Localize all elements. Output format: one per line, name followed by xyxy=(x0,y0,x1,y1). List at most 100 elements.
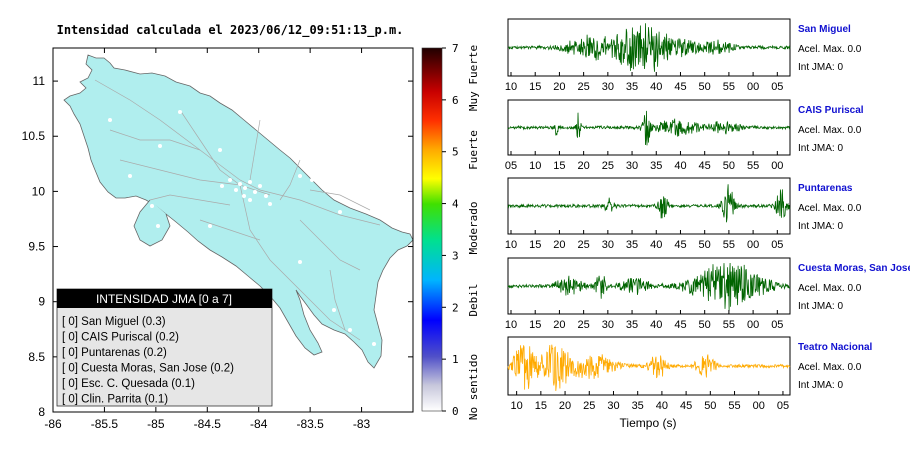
waveform-tick-label: 05 xyxy=(771,239,783,251)
legend-entry: [ 0] CAIS Puriscal (0.2) xyxy=(62,332,179,344)
colorbar-label-muy-fuerte: Muy Fuerte xyxy=(467,45,480,111)
waveform-tick-label: 00 xyxy=(771,160,783,172)
colorbar-tick-label: 3 xyxy=(452,249,459,262)
waveform-tick-label: 10 xyxy=(505,239,517,251)
waveform-tick-label: 20 xyxy=(559,400,571,412)
waveform-tick-label: 55 xyxy=(723,239,735,251)
colorbar-tick-label: 5 xyxy=(452,146,459,159)
y-tick-label: 9 xyxy=(38,295,45,309)
waveform-tick-label: 20 xyxy=(553,319,565,331)
road-network xyxy=(94,79,381,341)
waveform-tick-label: 45 xyxy=(680,400,692,412)
station-jma: Int JMA: 0 xyxy=(798,380,843,391)
waveform-tick-label: 35 xyxy=(632,400,644,412)
x-tick-label: -83.5 xyxy=(296,417,324,431)
waveform-tick-label: 00 xyxy=(753,400,765,412)
colorbar-tick-label: 0 xyxy=(452,405,459,418)
colorbar-tick-label: 4 xyxy=(452,198,459,211)
legend-entry: [ 0] Cuesta Moras, San Jose (0.2) xyxy=(62,363,234,375)
waveform-panel: 05 10 15 20 25 30 35 40 45 50 55 00 CAIS Puriscal Ace… xyxy=(505,99,864,172)
waveform-panel: 10 15 20 25 30 35 40 45 50 55 00 05 Teatro Nacional A… xyxy=(507,336,872,412)
colorbar-label-moderado: Moderado xyxy=(467,202,480,255)
waveform-tick-label: 30 xyxy=(607,400,619,412)
x-tick-label: -84 xyxy=(250,417,268,431)
waveform-tick-label: 10 xyxy=(511,400,523,412)
legend-title: INTENSIDAD JMA [0 a 7] xyxy=(96,292,232,306)
waveform-tick-label: 40 xyxy=(650,239,662,251)
waveform-trace xyxy=(507,262,791,312)
waveform-tick-label: 25 xyxy=(578,81,590,93)
waveform-tick-label: 45 xyxy=(699,160,711,172)
station-accel: Acel. Max. 0.0 xyxy=(798,125,862,136)
station-name: San Miguel xyxy=(798,24,851,35)
waveform-tick-label: 40 xyxy=(656,400,668,412)
waveform-tick-label: 50 xyxy=(699,81,711,93)
waveform-tick-label: 25 xyxy=(578,319,590,331)
waveform-tick-label: 35 xyxy=(626,81,638,93)
waveform-tick-label: 20 xyxy=(553,239,565,251)
station-accel: Acel. Max. 0.0 xyxy=(798,44,862,55)
waveform-tick-label: 00 xyxy=(747,319,759,331)
waveform-tick-label: 50 xyxy=(699,239,711,251)
colorbar-tick-label: 1 xyxy=(452,353,459,366)
waveform-tick-label: 55 xyxy=(723,81,735,93)
colorbar: 0 1 2 3 4 5 6 7 No sentido Debil Moderado Fuert… xyxy=(421,42,480,420)
waveform-trace xyxy=(507,344,791,391)
x-tick-label: -85.5 xyxy=(91,417,119,431)
colorbar-label-fuerte: Fuerte xyxy=(467,130,480,170)
legend-entry: [ 0] San Miguel (0.3) xyxy=(62,316,166,328)
map-frame xyxy=(52,47,414,413)
y-tick-label: 11 xyxy=(33,74,46,88)
x-tick-label: -85 xyxy=(147,417,165,431)
waveform-tick-label: 35 xyxy=(650,160,662,172)
waveform-tick-label: 55 xyxy=(723,319,735,331)
nicoya-coast xyxy=(133,199,171,247)
waveform-tick-label: 35 xyxy=(626,239,638,251)
waveform-tick-label: 50 xyxy=(704,400,716,412)
waveform-tick-label: 25 xyxy=(583,400,595,412)
colorbar-label-debil: Debil xyxy=(467,283,480,316)
legend-entries: [ 0] San Miguel (0.3) [ 0] CAIS Puriscal … xyxy=(62,316,234,406)
map-title: Intensidad calculada el 2023/06/12_09:51… xyxy=(57,23,404,38)
waveform-tick-label: 00 xyxy=(747,81,759,93)
waveform-tick-label: 30 xyxy=(602,81,614,93)
intensity-map: Intensidad calculada el 2023/06/12_09:51… xyxy=(22,23,480,431)
waveform-tick-label: 20 xyxy=(578,160,590,172)
waveform-tick-label: 55 xyxy=(747,160,759,172)
waveform-panel: 10 15 20 25 30 35 40 45 50 55 00 05 Puntarenas Acel. … xyxy=(505,177,862,251)
waveform-trace xyxy=(507,23,791,72)
waveform-tick-label: 10 xyxy=(505,319,517,331)
station-accel: Acel. Max. 0.0 xyxy=(798,283,862,294)
waveform-tick-label: 25 xyxy=(578,239,590,251)
legend-box xyxy=(56,288,273,407)
colorbar-tick-label: 7 xyxy=(452,42,459,55)
waveform-tick-label: 15 xyxy=(529,81,541,93)
waveform-tick-label: 15 xyxy=(529,239,541,251)
station-name: Puntarenas xyxy=(798,183,853,194)
waveform-tick-label: 45 xyxy=(674,81,686,93)
station-name: Teatro Nacional xyxy=(798,342,872,353)
waveform-tick-label: 00 xyxy=(747,239,759,251)
legend-entry: [ 0] Puntarenas (0.2) xyxy=(62,347,167,359)
station-dots xyxy=(108,110,376,346)
waveform-tick-label: 45 xyxy=(674,239,686,251)
y-tick-label: 9.5 xyxy=(28,240,45,254)
station-name: CAIS Puriscal xyxy=(798,105,864,116)
waveform-panel: 10 15 20 25 30 35 40 45 50 55 00 05 Cuesta Moras, Sa… xyxy=(505,257,910,331)
legend-header xyxy=(57,289,272,308)
x-tick-label: -84.5 xyxy=(194,417,222,431)
waveform-tick-label: 05 xyxy=(777,400,789,412)
waveform-tick-label: 50 xyxy=(723,160,735,172)
x-tick-label: -86 xyxy=(44,417,62,431)
colorbar-tick-label: 2 xyxy=(452,301,459,314)
waveform-tick-label: 05 xyxy=(771,81,783,93)
waveform-tick-label: 40 xyxy=(650,81,662,93)
waveform-tick-label: 20 xyxy=(553,81,565,93)
waveform-tick-label: 15 xyxy=(535,400,547,412)
waveform-tick-label: 40 xyxy=(674,160,686,172)
waveform-tick-label: 10 xyxy=(505,81,517,93)
waveform-tick-label: 55 xyxy=(728,400,740,412)
colorbar-ticks: 0 1 2 3 4 5 6 7 xyxy=(442,42,459,418)
waveform-tick-label: 30 xyxy=(626,160,638,172)
waveform-tick-label: 50 xyxy=(699,319,711,331)
